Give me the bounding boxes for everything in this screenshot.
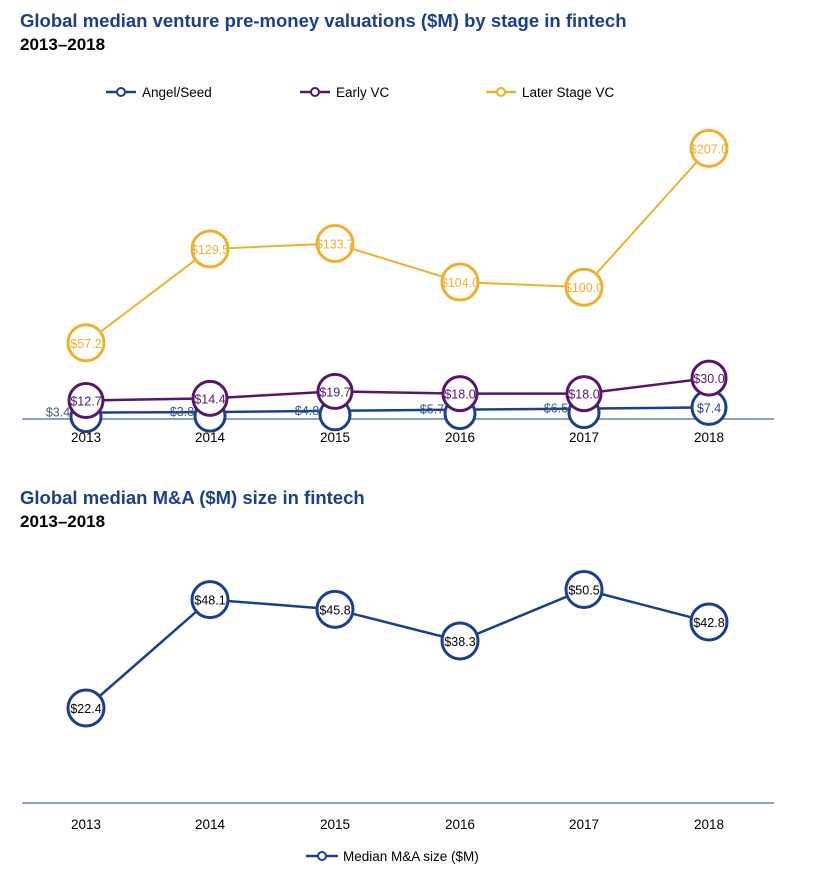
data-label-early-vc-2016: $18.0 [444,388,475,402]
data-label-median-ma-2013: $22.4 [70,702,101,716]
chart1-x-tick-2013: 2013 [71,430,101,445]
point-early-vc-2013 [67,382,105,420]
data-label-early-vc-2014: $14.4 [194,392,225,406]
data-label-later-stage-vc-2014: $129.5 [191,243,229,257]
point-later-stage-vc-2014 [190,229,230,269]
data-label-angel-seed-2017: $6.5 [544,402,568,416]
chart2-title: Global median M&A ($M) size in fintech [20,487,365,508]
point-median-ma-2018 [689,602,729,642]
chart1-subtitle: 2013–2018 [20,35,106,54]
point-later-stage-vc-2015 [315,224,355,264]
data-label-early-vc-2018: $30.0 [693,372,724,386]
chart2-x-tick-2018: 2018 [694,817,724,832]
point-median-ma-2013 [66,688,106,728]
legend-label-later-stage-vc: Later Stage VC [522,85,615,100]
data-label-later-stage-vc-2018: $207.0 [690,142,728,156]
data-label-angel-seed-2014: $3.8 [170,405,194,419]
chart2-x-tick-2015: 2015 [320,817,350,832]
data-label-later-stage-vc-2015: $133.7 [316,238,354,252]
chart2-x-tick-2013: 2013 [71,817,101,832]
legend-marker-median-ma [317,851,327,861]
legend-label-early-vc: Early VC [336,85,390,100]
point-early-vc-2018 [690,359,728,397]
data-label-angel-seed-2018: $7.4 [697,401,721,415]
point-early-vc-2014 [191,379,229,417]
data-label-median-ma-2015: $45.8 [319,603,350,617]
data-label-later-stage-vc-2013: $57.2 [70,337,101,351]
chart2-subtitle: 2013–2018 [20,512,106,531]
data-label-angel-seed-2013: $3.4 [46,406,70,420]
point-later-stage-vc-2018 [689,128,729,168]
legend-marker-later-stage-vc [496,87,506,97]
data-label-median-ma-2017: $50.5 [568,584,599,598]
point-median-ma-2017 [564,570,604,609]
point-later-stage-vc-2017 [564,267,604,307]
chart1-x-tick-2016: 2016 [445,430,475,445]
legend-label-angel-seed: Angel/Seed [142,85,212,100]
legend-label-median-ma: Median M&A size ($M) [343,849,479,864]
chart1-x-tick-2018: 2018 [694,430,724,445]
series-line-later-stage-vc [85,147,710,344]
chart2-x-tick-2016: 2016 [445,817,475,832]
data-label-early-vc-2013: $12.7 [70,395,101,409]
point-early-vc-2015 [316,372,354,410]
point-median-ma-2014 [190,580,230,620]
data-label-median-ma-2016: $38.3 [444,635,475,649]
chart2-x-tick-2017: 2017 [569,817,599,832]
chart1-plot: Angel/Seed Early VC Later Stage VC $3.4 $3.8… [22,85,774,445]
point-early-vc-2016 [441,375,479,413]
data-label-early-vc-2017: $18.0 [568,388,599,402]
data-label-angel-seed-2015: $4.8 [295,404,319,418]
series-line-angel-seed [85,406,710,414]
data-label-early-vc-2015: $19.7 [319,385,350,399]
point-later-stage-vc-2016 [440,262,480,302]
point-later-stage-vc-2013 [66,323,106,363]
data-label-later-stage-vc-2016: $104.0 [441,276,479,290]
series-line-early-vc [85,376,710,402]
chart1-x-tick-2017: 2017 [569,430,599,445]
data-label-median-ma-2018: $42.8 [693,616,724,630]
point-median-ma-2016 [440,621,480,661]
legend-marker-early-vc [310,87,320,97]
chart1-x-tick-2014: 2014 [195,430,226,445]
chart1-x-tick-2015: 2015 [320,430,350,445]
chart1-title: Global median venture pre-money valuatio… [20,10,627,31]
legend-marker-angel-seed [116,87,126,97]
point-early-vc-2017 [565,375,603,413]
data-label-median-ma-2014: $48.1 [194,594,225,608]
chart2-x-tick-2014: 2014 [195,817,226,832]
data-label-later-stage-vc-2017: $100.0 [565,281,603,295]
point-median-ma-2015 [315,589,355,629]
series-line-median-m-a-size-m [85,588,710,709]
data-label-angel-seed-2016: $5.7 [420,403,444,417]
